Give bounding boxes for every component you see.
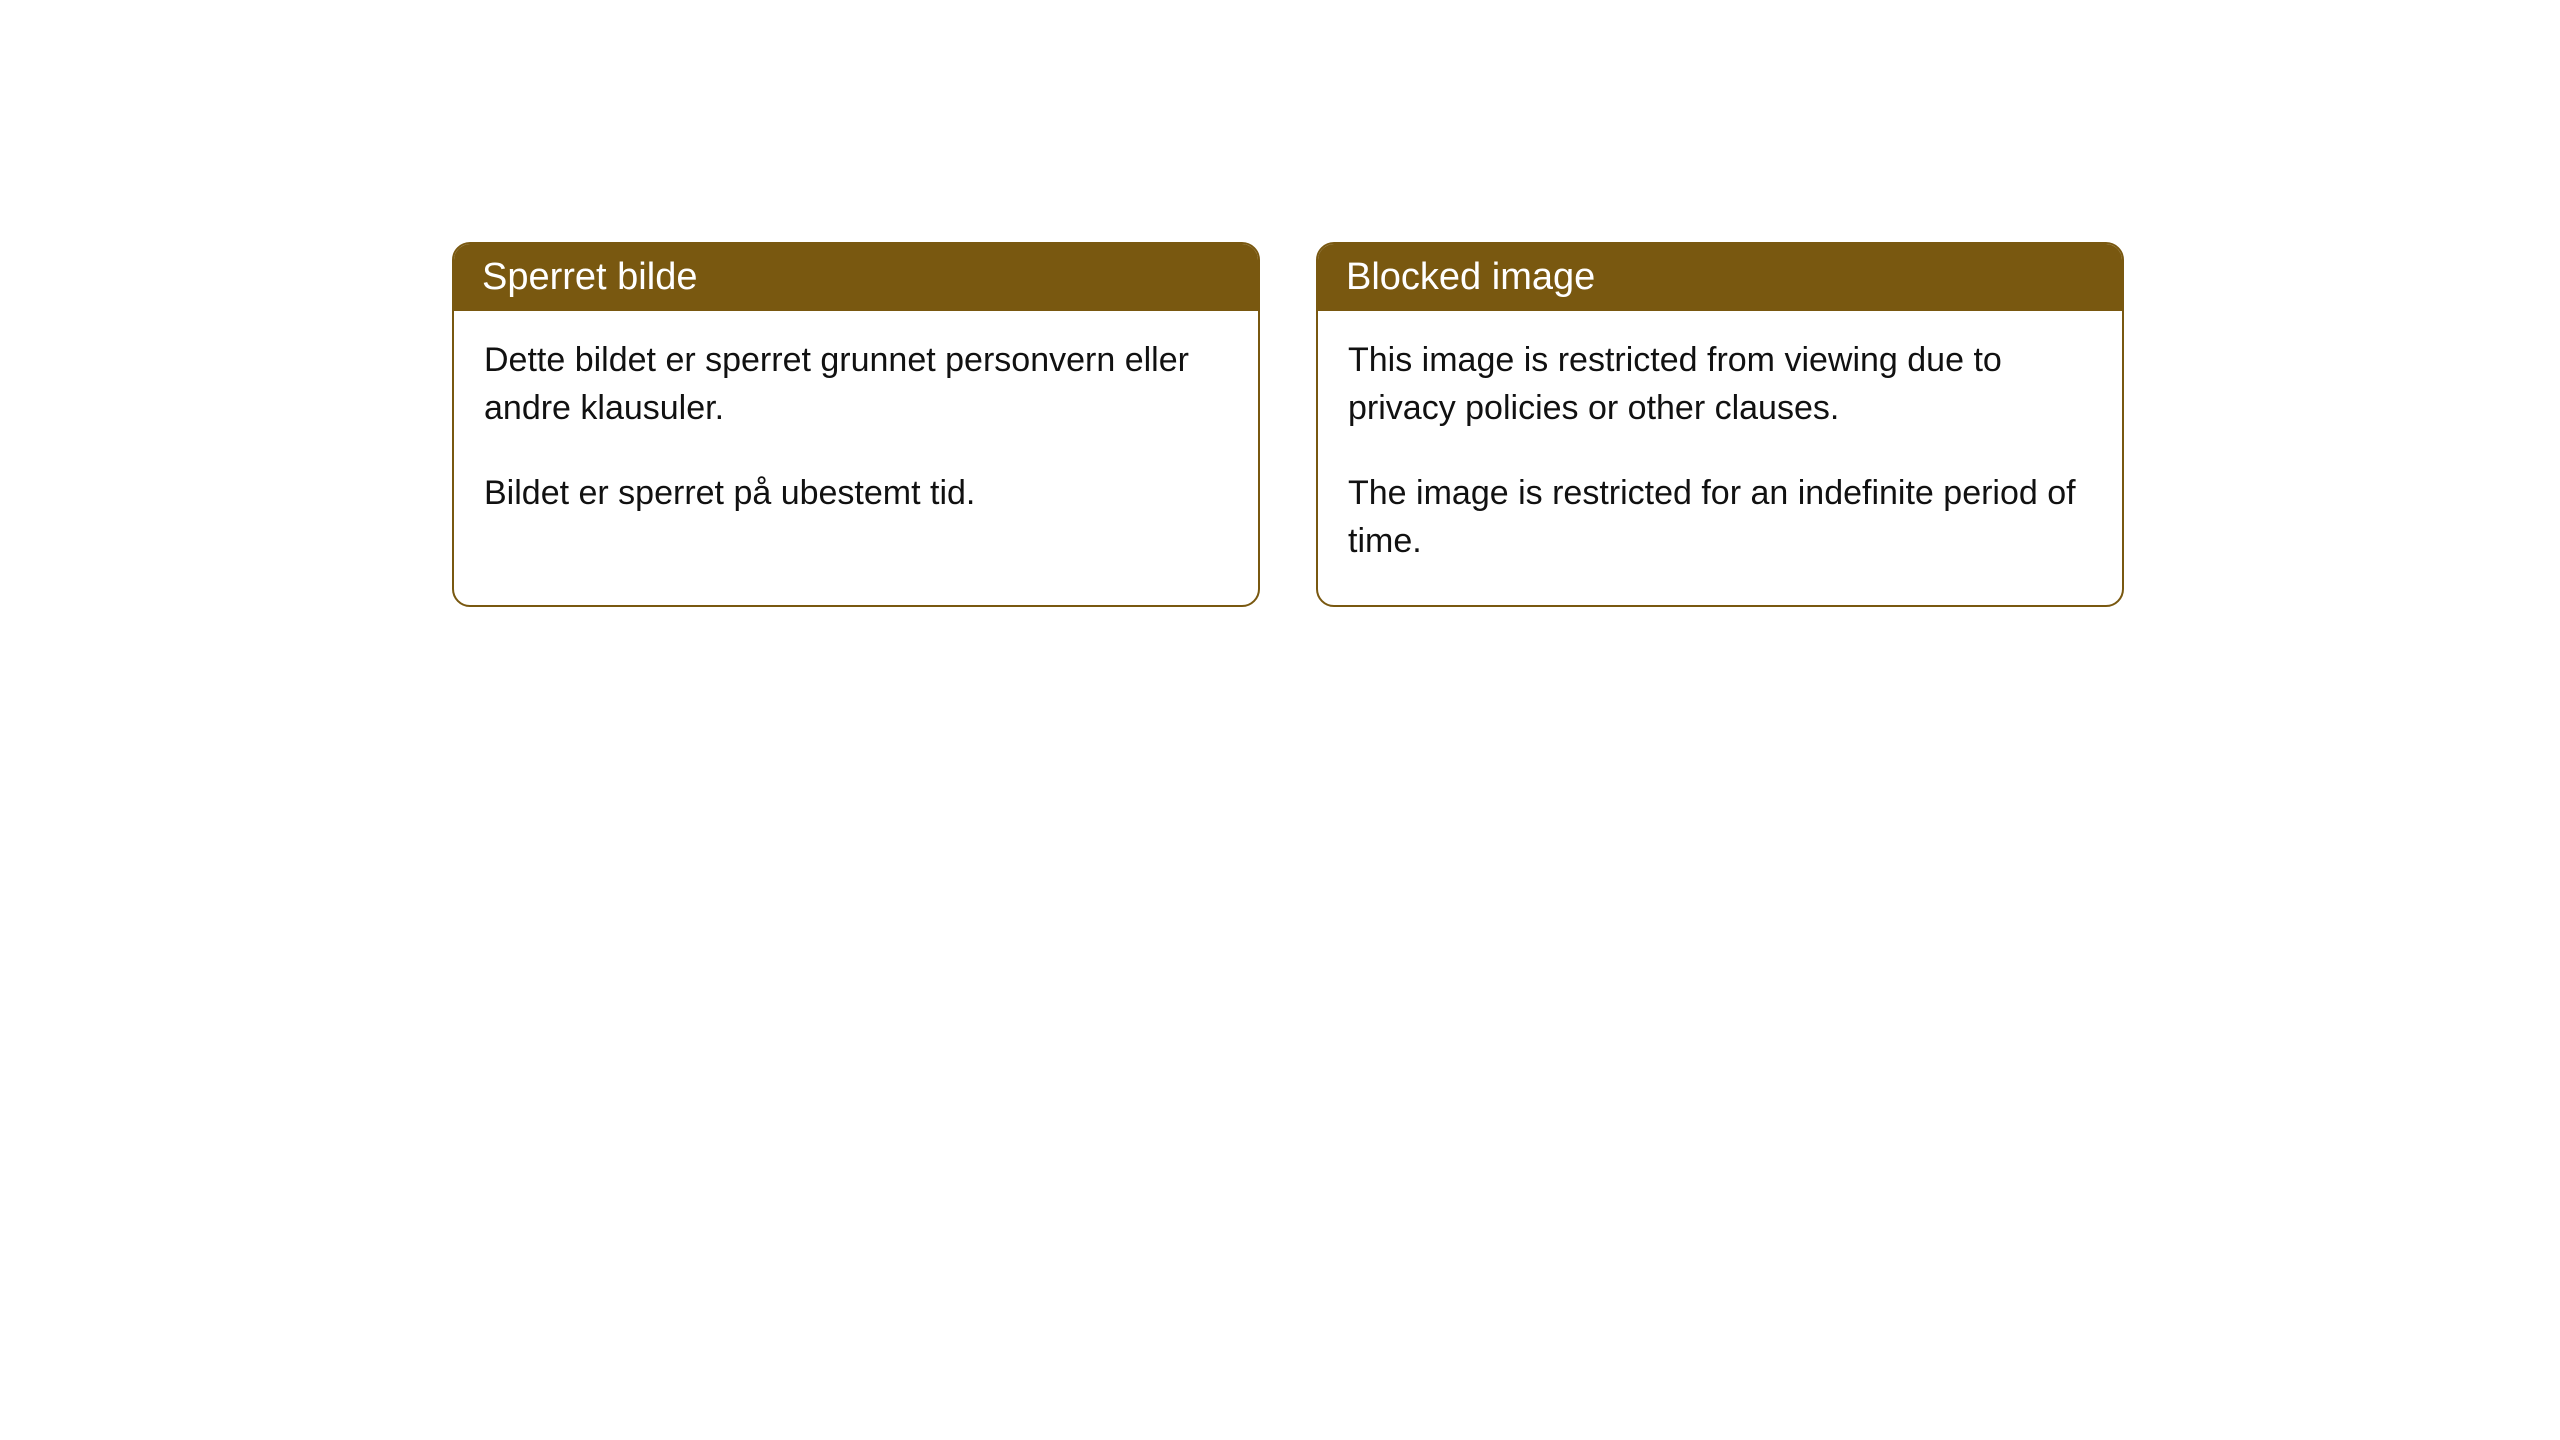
card-body-english: This image is restricted from viewing du…: [1318, 311, 2122, 605]
card-text-norwegian-2: Bildet er sperret på ubestemt tid.: [484, 470, 1228, 518]
card-text-english-2: The image is restricted for an indefinit…: [1348, 470, 2092, 565]
card-title-english: Blocked image: [1318, 244, 2122, 311]
card-text-english-1: This image is restricted from viewing du…: [1348, 337, 2092, 432]
card-title-norwegian: Sperret bilde: [454, 244, 1258, 311]
blocked-image-card-english: Blocked image This image is restricted f…: [1316, 242, 2124, 607]
blocked-image-card-norwegian: Sperret bilde Dette bildet er sperret gr…: [452, 242, 1260, 607]
notice-container: Sperret bilde Dette bildet er sperret gr…: [0, 0, 2560, 607]
card-text-norwegian-1: Dette bildet er sperret grunnet personve…: [484, 337, 1228, 432]
card-body-norwegian: Dette bildet er sperret grunnet personve…: [454, 311, 1258, 558]
